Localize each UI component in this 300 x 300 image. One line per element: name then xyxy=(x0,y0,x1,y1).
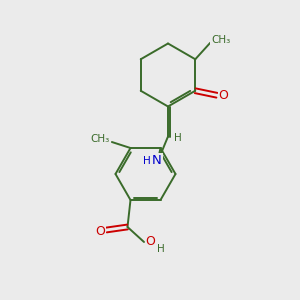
Text: N: N xyxy=(152,154,162,167)
Text: H: H xyxy=(157,244,164,254)
Text: H: H xyxy=(174,133,182,143)
Text: H: H xyxy=(143,155,151,166)
Text: CH₃: CH₃ xyxy=(91,134,110,144)
Text: O: O xyxy=(218,89,228,102)
Text: O: O xyxy=(146,236,155,248)
Text: CH₃: CH₃ xyxy=(211,35,230,45)
Text: O: O xyxy=(95,225,105,238)
